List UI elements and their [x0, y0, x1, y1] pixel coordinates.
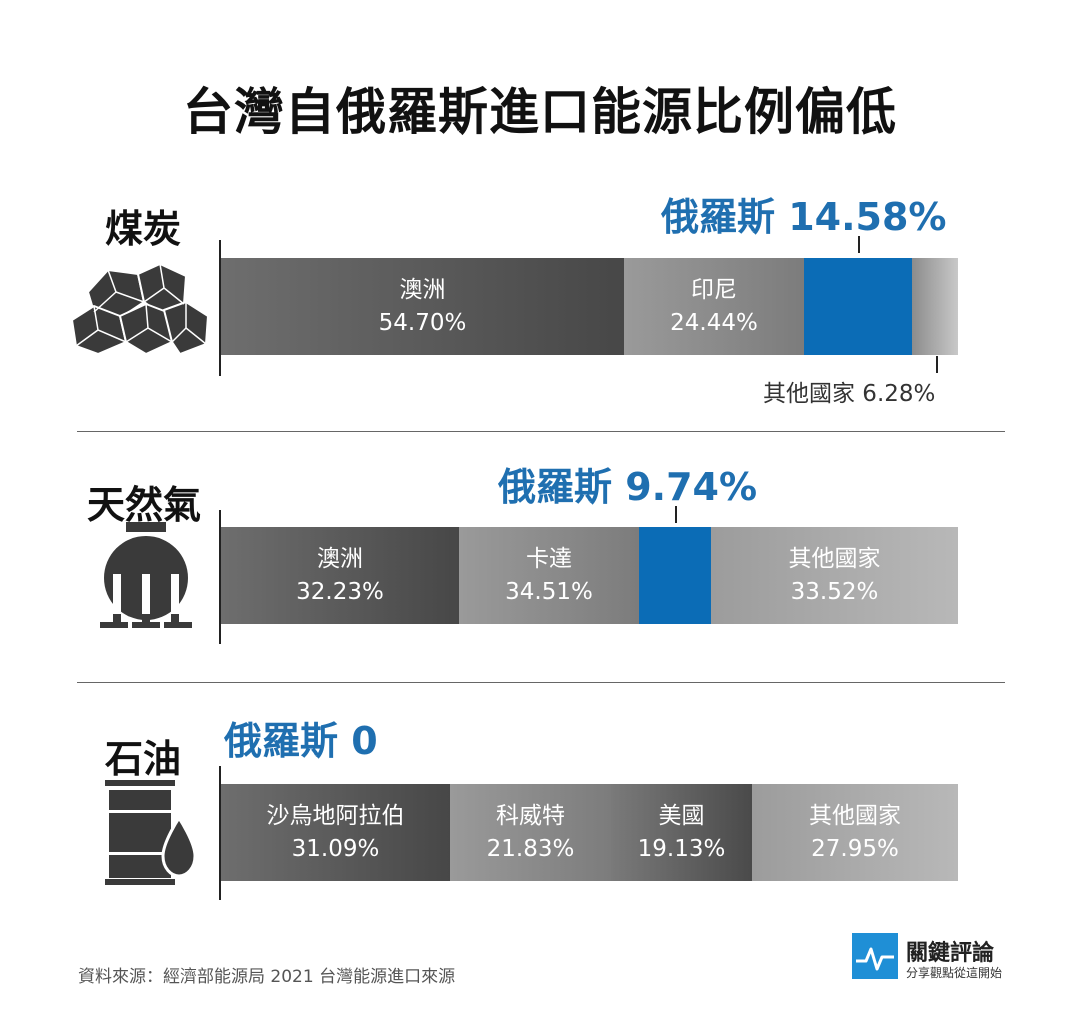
page-title: 台灣自俄羅斯進口能源比例偏低	[183, 83, 897, 141]
oil-bar-usa: 美國 19.13%	[611, 784, 752, 881]
gas-axis-line	[219, 510, 221, 644]
divider-2	[77, 682, 1005, 683]
oil-axis-line	[219, 766, 221, 900]
gas-bar-australia-value: 32.23%	[296, 578, 384, 605]
coal-russia-tick	[858, 236, 860, 253]
gas-bar-qatar-name: 卡達	[526, 546, 572, 573]
coal-label: 煤炭	[105, 207, 182, 251]
coal-others-tick	[936, 356, 938, 373]
gas-label: 天然氣	[87, 483, 202, 527]
gas-bar-qatar-value: 34.51%	[505, 578, 593, 605]
oil-bar-usa-value: 19.13%	[637, 835, 726, 862]
coal-bar-indonesia-value: 24.44%	[670, 309, 758, 336]
gas-bar-australia: 澳洲 32.23%	[221, 527, 459, 624]
coal-others-label: 其他國家 6.28%	[763, 381, 936, 407]
coal-icon	[68, 262, 213, 361]
oil-bar-kuwait: 科威特 21.83%	[450, 784, 611, 881]
coal-bar-russia	[804, 258, 912, 355]
gas-tank-icon	[98, 522, 194, 636]
oil-bar-saudi-name: 沙烏地阿拉伯	[266, 803, 405, 830]
coal-bar-indonesia: 印尼 24.44%	[624, 258, 804, 355]
oil-bar-others-name: 其他國家	[809, 803, 901, 830]
gas-bar-qatar: 卡達 34.51%	[459, 527, 639, 624]
oil-bar-kuwait-value: 21.83%	[486, 835, 575, 862]
oil-bar-row: 沙烏地阿拉伯 31.09% 科威特 21.83% 美國 19.13% 其他國家 …	[221, 784, 958, 881]
coal-bar-indonesia-name: 印尼	[691, 277, 737, 304]
gas-bar-others-name: 其他國家	[788, 546, 881, 573]
oil-bar-others: 其他國家 27.95%	[752, 784, 958, 881]
oil-bar-usa-name: 美國	[658, 803, 705, 830]
logo-tagline: 分享觀點從這開始	[906, 966, 1003, 980]
oil-barrel-icon	[105, 780, 200, 889]
coal-bar-australia: 澳洲 54.70%	[221, 258, 624, 355]
coal-bar-australia-name: 澳洲	[399, 277, 446, 304]
coal-bar-row: 澳洲 54.70% 印尼 24.44%	[221, 258, 958, 355]
coal-russia-label: 俄羅斯 14.58%	[661, 195, 947, 239]
gas-bar-russia	[639, 527, 711, 624]
gas-russia-label: 俄羅斯 9.74%	[498, 465, 758, 509]
gas-bar-others-value: 33.52%	[790, 578, 879, 605]
oil-bar-kuwait-name: 科威特	[496, 803, 565, 830]
gas-russia-tick	[675, 506, 677, 523]
source-note: 資料來源：經濟部能源局 2021 台灣能源進口來源	[78, 967, 456, 987]
oil-russia-label: 俄羅斯 0	[224, 719, 378, 763]
oil-bar-others-value: 27.95%	[811, 835, 899, 862]
coal-bar-others	[912, 258, 958, 355]
gas-bar-row: 澳洲 32.23% 卡達 34.51% 其他國家 33.52%	[221, 527, 958, 624]
oil-label: 石油	[105, 737, 182, 781]
coal-bar-australia-value: 54.70%	[378, 309, 467, 336]
divider-1	[77, 431, 1005, 432]
gas-bar-others: 其他國家 33.52%	[711, 527, 958, 624]
logo-name: 關鍵評論	[906, 941, 995, 966]
oil-bar-saudi-value: 31.09%	[291, 835, 380, 862]
oil-bar-saudi: 沙烏地阿拉伯 31.09%	[221, 784, 450, 881]
coal-axis-line	[219, 240, 221, 376]
gas-bar-australia-name: 澳洲	[317, 546, 363, 573]
logo-pulse-icon	[852, 933, 898, 979]
